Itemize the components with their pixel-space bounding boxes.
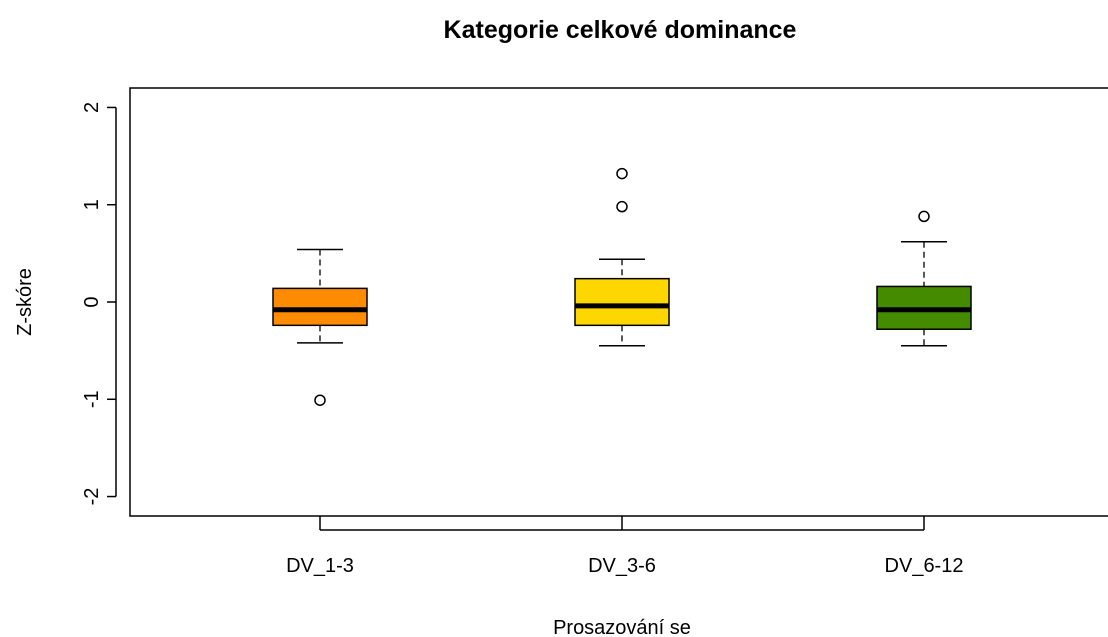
x-tick-label: DV_6-12 bbox=[885, 555, 964, 577]
x-tick-label: DV_1-3 bbox=[286, 555, 354, 577]
outlier-point bbox=[314, 394, 326, 406]
y-axis-label: Z-skóre bbox=[14, 268, 36, 336]
outlier-point bbox=[616, 200, 628, 213]
x-tick-label: DV_3-6 bbox=[588, 555, 656, 577]
y-tick-label: -1 bbox=[81, 390, 103, 408]
y-tick-label: 2 bbox=[81, 102, 103, 113]
y-axis: -2 -1 0 1 2 bbox=[81, 102, 117, 506]
chart-title: Kategorie celkové dominance bbox=[444, 16, 797, 44]
plot-frame bbox=[129, 87, 1108, 517]
box-DV_3-6 bbox=[574, 167, 670, 347]
x-axis: DV_1-3 DV_3-6 DV_6-12 bbox=[286, 516, 963, 577]
iqr-box bbox=[272, 287, 368, 327]
box-DV_6-12 bbox=[876, 210, 972, 347]
iqr-box bbox=[574, 277, 670, 327]
outlier-point bbox=[918, 210, 930, 223]
y-tick-label: -2 bbox=[81, 488, 103, 506]
box-DV_1-3 bbox=[272, 248, 368, 406]
outlier-point bbox=[616, 167, 628, 180]
boxes-group bbox=[272, 167, 972, 406]
y-tick-label: 0 bbox=[81, 296, 103, 307]
y-tick-label: 1 bbox=[81, 199, 103, 210]
x-axis-label: Prosazování se bbox=[553, 617, 691, 637]
